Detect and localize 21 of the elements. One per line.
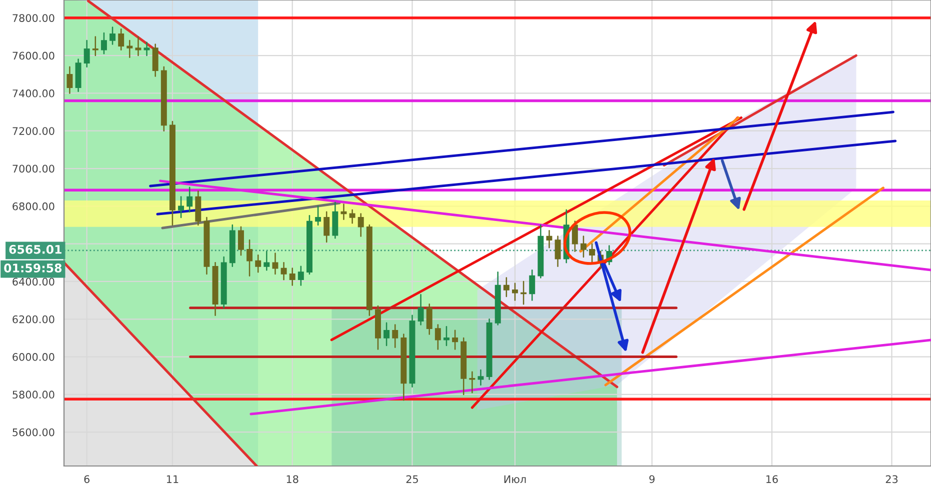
y-tick-label: 5600.00 (12, 428, 54, 436)
y-tick-label: 7400.00 (12, 89, 54, 98)
x-tick-label: 25 (406, 475, 418, 484)
x-tick-label: 9 (649, 475, 655, 484)
y-tick-label: 5800.00 (12, 390, 54, 399)
y-tick-label: 6800.00 (12, 202, 54, 210)
x-tick-label: 18 (286, 475, 298, 484)
y-tick-label: 6000.00 (12, 353, 54, 361)
y-tick-label: 7800.00 (12, 14, 54, 22)
text: 01:59:58 (4, 264, 62, 272)
y-tick-label: 7600.00 (12, 52, 54, 60)
x-tick-label: 11 (166, 475, 178, 483)
y-tick-label: 7000.00 (12, 164, 54, 173)
y-tick-label: 7200.00 (12, 127, 54, 135)
ref-line-label: 6565.01 (9, 244, 62, 254)
x-tick-label: 6 (84, 475, 90, 484)
x-tick-label: 16 (766, 475, 778, 484)
x-tick-label: 23 (886, 475, 898, 484)
y-tick-label: 6400.00 (12, 278, 54, 286)
x-tick-label: Июл (504, 475, 526, 484)
y-tick-label: 6200.00 (12, 315, 54, 324)
